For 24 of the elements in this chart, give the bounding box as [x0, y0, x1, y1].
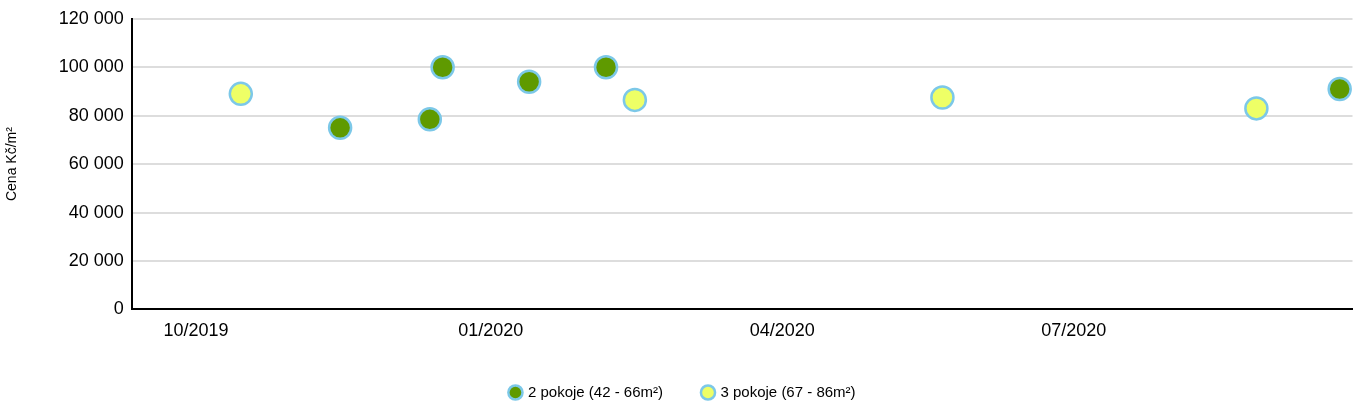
- point: [1327, 76, 1352, 102]
- y-tick-label: 120 000: [58, 7, 124, 28]
- y-axis-title: Cena Kč/m²: [3, 126, 20, 202]
- legend-label: 3 pokoje (67 - 86m²): [720, 382, 856, 400]
- point: [417, 107, 443, 132]
- point: [228, 81, 254, 107]
- point: [327, 115, 353, 141]
- point: [622, 87, 648, 113]
- y-tick-label: 0: [113, 298, 124, 319]
- y-tick-label: 40 000: [68, 201, 124, 222]
- point: [430, 54, 455, 80]
- point: [930, 85, 955, 110]
- y-tick-label: 20 000: [68, 249, 124, 270]
- point: [516, 69, 542, 95]
- x-tick-label: 07/2020: [1041, 320, 1107, 341]
- legend-label: 2 pokoje (42 - 66m²): [527, 382, 663, 400]
- x-tick-label: 04/2020: [749, 320, 815, 341]
- y-tick-label: 100 000: [58, 56, 124, 77]
- point: [593, 54, 619, 80]
- y-tick-label: 60 000: [68, 153, 124, 174]
- x-tick-label: 10/2019: [163, 320, 229, 341]
- x-tick-label: 01/2020: [458, 320, 524, 341]
- point: [1244, 96, 1269, 121]
- y-tick-label: 80 000: [68, 104, 124, 125]
